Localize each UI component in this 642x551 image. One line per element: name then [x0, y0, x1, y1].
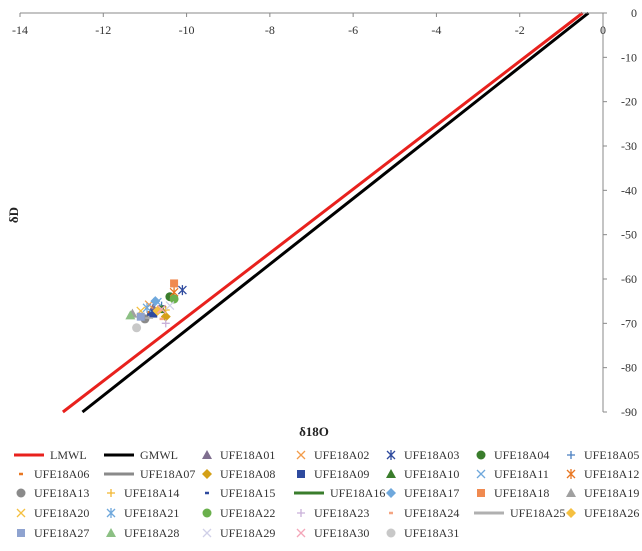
- y-tick-label: -90: [621, 405, 637, 419]
- y-tick-label: -40: [621, 183, 637, 197]
- x-tick-label: -12: [95, 23, 111, 37]
- x-ticks: -14 -12 -10 -8 -6 -4 -2 0: [12, 13, 606, 37]
- point-ufe18a23: [161, 319, 170, 328]
- x-tick-label: -8: [265, 23, 275, 37]
- y-tick-label: 0: [631, 6, 637, 20]
- lmwl-line: [61, 11, 584, 414]
- point-ufe18a30: [157, 304, 167, 314]
- plot-lines: [61, 11, 590, 414]
- y-tick-label: -10: [621, 50, 637, 64]
- point-ufe18a26: [152, 305, 163, 316]
- y-tick-label: -30: [621, 139, 637, 153]
- x-tick-label: -6: [348, 23, 358, 37]
- data-markers: [125, 279, 187, 333]
- point-ufe18a21: [142, 302, 152, 313]
- point-ufe18a18: [170, 279, 179, 288]
- gmwl-line: [81, 11, 590, 414]
- point-ufe18a03: [177, 285, 187, 296]
- x-tick-label: -4: [431, 23, 441, 37]
- y-tick-label: -60: [621, 272, 637, 286]
- point-ufe18a28: [125, 310, 136, 320]
- point-ufe18a17: [150, 296, 161, 307]
- y-ticks: 0 -10 -20 -30 -40 -50 -60 -70 -80 -90: [603, 6, 637, 419]
- y-tick-label: -20: [621, 95, 637, 109]
- x-axis-title: δ18O: [299, 424, 329, 439]
- x-tick-label: -2: [515, 23, 525, 37]
- point-ufe18a31: [132, 323, 142, 333]
- point-ufe18a22: [169, 294, 179, 304]
- y-tick-label: -80: [621, 361, 637, 375]
- axes: -14 -12 -10 -8 -6 -4 -2 0 0-10-20-30-40-50-60-7…: [12, 6, 637, 419]
- x-tick-label: -14: [12, 23, 28, 37]
- point-ufe18a27: [136, 312, 145, 321]
- x-tick-label: 0: [600, 23, 606, 37]
- point-ufe18a09: [149, 309, 158, 318]
- point-ufe18a29: [165, 301, 175, 311]
- y-tick-label: -50: [621, 228, 637, 242]
- x-tick-label: -10: [179, 23, 195, 37]
- y-axis-title: δD: [6, 207, 21, 223]
- y-tick-label: -70: [621, 316, 637, 330]
